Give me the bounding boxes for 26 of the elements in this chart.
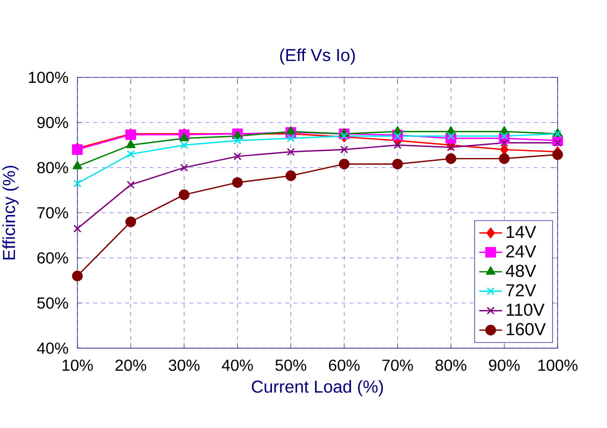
- legend-label: 160V: [506, 322, 546, 336]
- x-tick-label: 70%: [382, 359, 413, 371]
- chart-title: (Eff Vs Io): [280, 48, 355, 65]
- x-tick-label: 50%: [275, 359, 306, 371]
- x-tick-label: 100%: [538, 359, 578, 371]
- x-tick-label: 60%: [328, 359, 360, 371]
- legend-label: 72V: [506, 284, 536, 296]
- legend-label: 14V: [506, 226, 536, 238]
- y-tick-label: 100%: [28, 72, 68, 83]
- legend-label: 110V: [506, 303, 545, 316]
- y-axis-title: Efficincy (%): [2, 166, 19, 260]
- y-tick-label: 80%: [37, 162, 68, 174]
- legend-label: 48V: [506, 264, 536, 277]
- x-tick-label: 30%: [168, 359, 200, 371]
- legend-label: 24V: [506, 245, 536, 258]
- x-tick-label: 20%: [116, 359, 146, 371]
- x-tick-label: 40%: [222, 359, 253, 371]
- x-tick-label: 80%: [436, 359, 466, 371]
- x-tick-label: 90%: [489, 359, 520, 371]
- x-axis-title: Current Load (%): [252, 380, 383, 396]
- y-tick-label: 60%: [37, 252, 68, 264]
- y-tick-label: 70%: [37, 207, 68, 218]
- x-tick-label: 10%: [62, 359, 93, 371]
- y-tick-label: 40%: [37, 342, 68, 354]
- y-tick-label: 90%: [37, 116, 68, 128]
- y-tick-label: 50%: [37, 297, 68, 309]
